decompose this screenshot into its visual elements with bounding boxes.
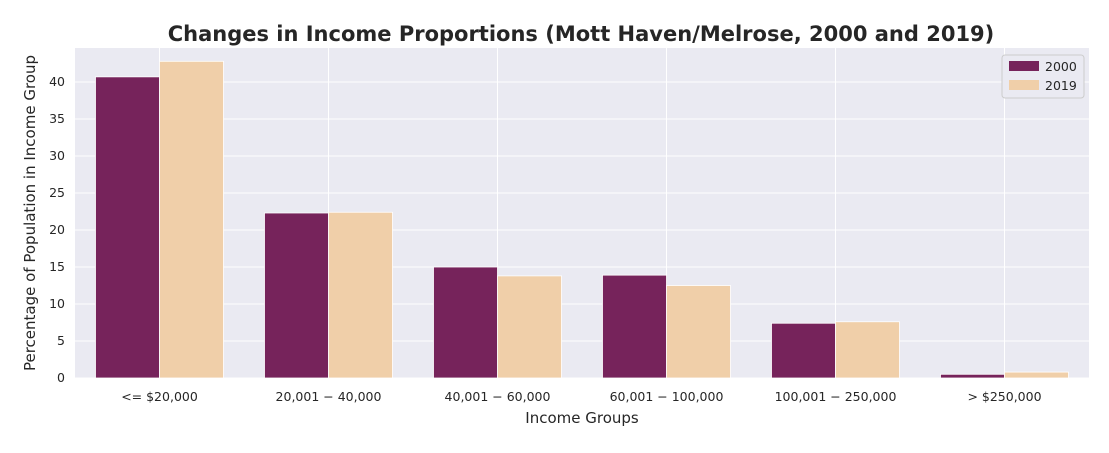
chart-title: Changes in Income Proportions (Mott Have… <box>168 22 995 46</box>
bar-2000 <box>433 266 498 379</box>
plot-area <box>75 48 1089 378</box>
legend: 2000 2019 <box>1001 54 1085 99</box>
y-axis-label: Percentage of Population in Income Group <box>21 55 39 371</box>
y-tick-labels: 0 5 10 15 20 25 30 35 40 <box>49 74 65 385</box>
bar-2019 <box>1004 371 1069 379</box>
y-tick-label: 25 <box>49 185 65 200</box>
bar-2019 <box>159 60 224 379</box>
y-tick-label: 40 <box>49 74 65 89</box>
bar-2000 <box>264 212 329 379</box>
bar-2000 <box>602 274 667 379</box>
legend-label-2019: 2019 <box>1045 78 1077 93</box>
x-axis-label: Income Groups <box>525 409 639 427</box>
legend-label-2000: 2000 <box>1045 59 1077 74</box>
x-tick-label: 40,001 − 60,000 <box>445 389 551 404</box>
x-tick-label: 60,001 − 100,000 <box>610 389 724 404</box>
y-tick-label: 20 <box>49 222 65 237</box>
y-tick-label: 15 <box>49 259 65 274</box>
bars <box>95 60 1069 379</box>
x-tick-label: <= $20,000 <box>121 389 198 404</box>
horizontal-gridlines <box>75 81 1089 379</box>
legend-swatch-2019 <box>1009 80 1039 90</box>
x-tick-labels: <= $20,000 20,001 − 40,000 40,001 − 60,000… <box>121 389 1041 404</box>
y-tick-label: 5 <box>57 333 65 348</box>
y-tick-label: 35 <box>49 111 65 126</box>
x-tick-label: > $250,000 <box>967 389 1041 404</box>
y-tick-label: 10 <box>49 296 65 311</box>
bar-2019 <box>835 321 900 379</box>
bar-2019 <box>497 275 562 379</box>
y-tick-label: 30 <box>49 148 65 163</box>
legend-swatch-2000 <box>1009 61 1039 71</box>
bar-2019 <box>328 211 393 379</box>
bar-2000 <box>940 373 1005 379</box>
x-tick-label: 20,001 − 40,000 <box>276 389 382 404</box>
bar-2000 <box>95 76 160 379</box>
x-tick-label: 100,001 − 250,000 <box>775 389 897 404</box>
y-tick-label: 0 <box>57 370 65 385</box>
bar-2000 <box>771 322 836 379</box>
bar-2019 <box>666 285 731 379</box>
